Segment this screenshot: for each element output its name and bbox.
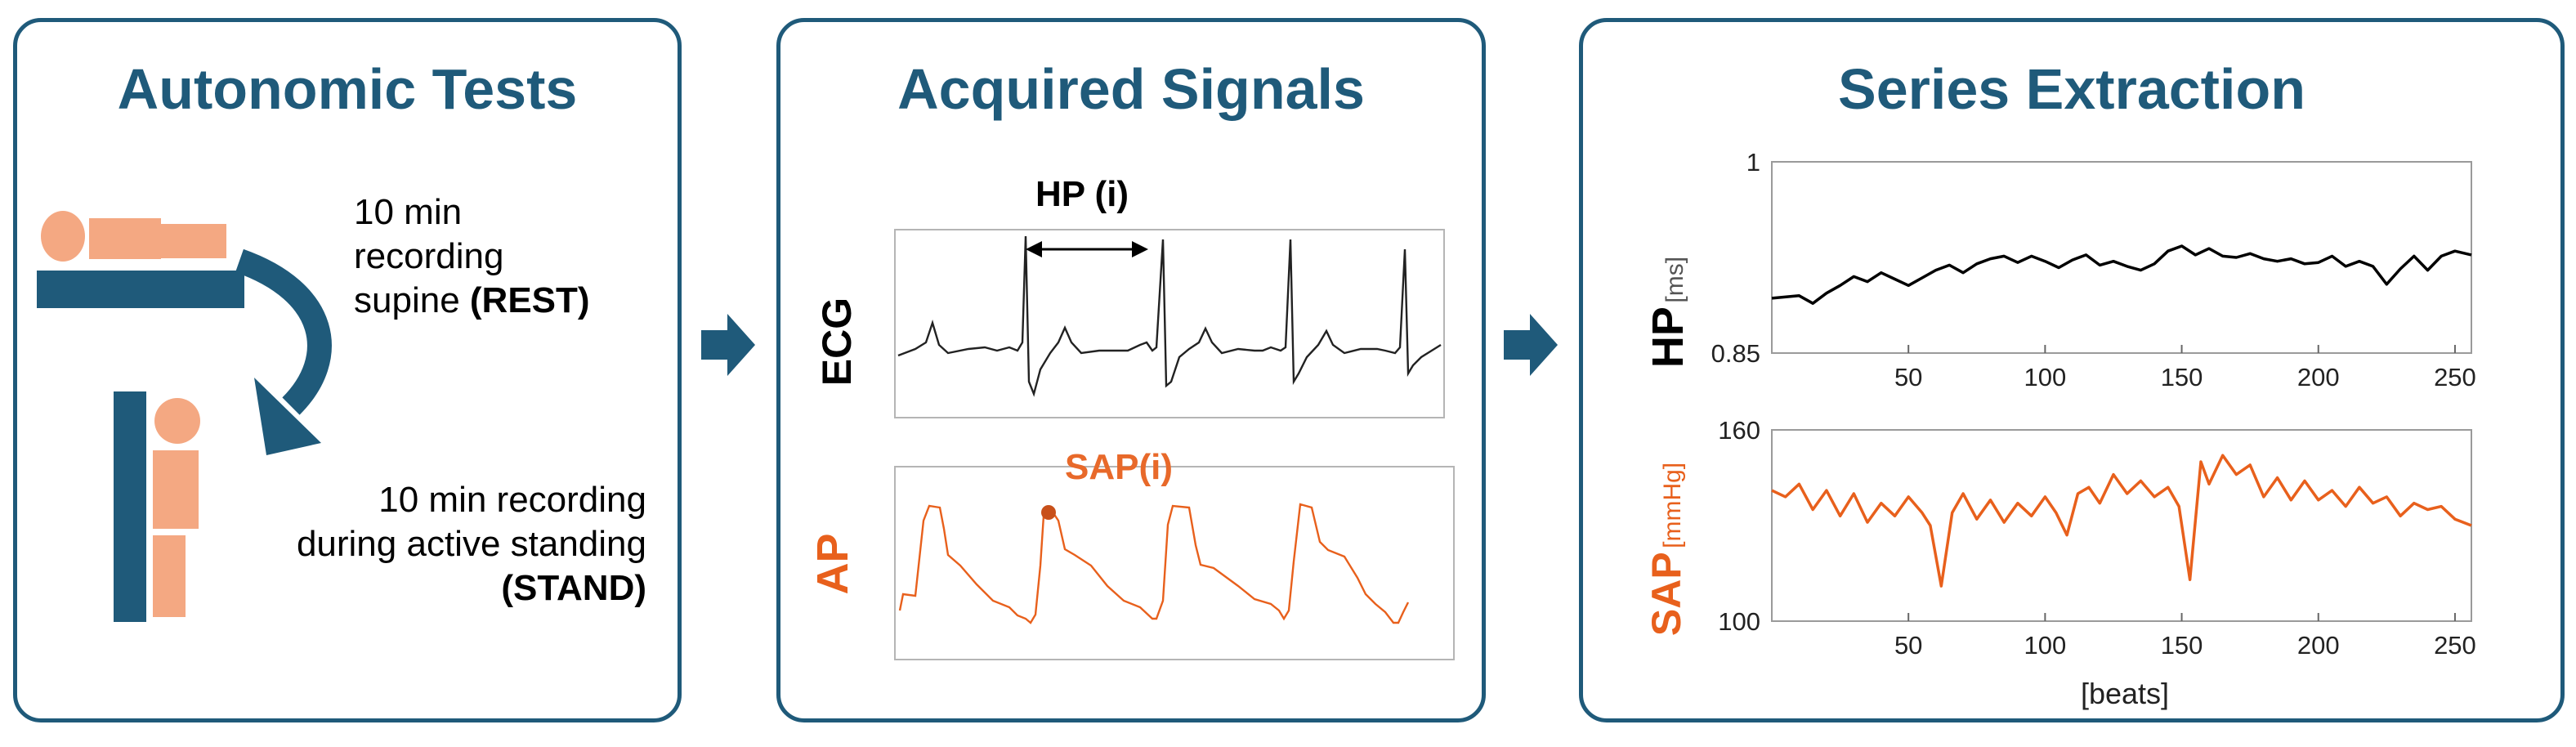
sap-series-frame bbox=[1771, 429, 2472, 622]
hp-axis-label: HP bbox=[1644, 306, 1693, 369]
standing-board bbox=[114, 391, 146, 622]
hp-arrow-right bbox=[1132, 241, 1148, 257]
sap-series-x-tick-label: 200 bbox=[2297, 631, 2340, 660]
ecg-box bbox=[894, 229, 1445, 418]
rest-line-2: recording bbox=[354, 236, 504, 277]
supine-legs bbox=[161, 224, 226, 258]
sap-series-x-tick-label: 150 bbox=[2161, 631, 2203, 660]
panel-title: Series Extraction bbox=[1838, 57, 2305, 121]
ecg-waveform bbox=[897, 235, 1442, 397]
flow-arrow-icon bbox=[701, 314, 755, 376]
hp-series-x-tick-label: 100 bbox=[2024, 363, 2067, 391]
rest-line-3: supine (REST) bbox=[354, 279, 590, 323]
hp-series-line bbox=[1771, 244, 2472, 305]
sap-axis-unit: [mmHg] bbox=[1659, 462, 1686, 548]
sap-series-line bbox=[1771, 454, 2472, 588]
hp-series-frame bbox=[1771, 161, 2472, 354]
autonomic-tests-panel: Autonomic Tests 10 min recording supine … bbox=[13, 18, 682, 722]
stand-description: 10 min recording during active standing … bbox=[297, 478, 646, 611]
standing-torso bbox=[153, 450, 199, 529]
hp-arrow-left bbox=[1026, 241, 1042, 257]
ap-box bbox=[894, 466, 1455, 660]
standing-legs bbox=[153, 535, 186, 617]
ap-waveform bbox=[898, 503, 1410, 624]
sap-series-y-tick-label: 100 bbox=[1718, 607, 1760, 636]
sap-axis-title: SAP [mmHg] bbox=[1643, 451, 1708, 647]
sap-series-x-tick-label: 100 bbox=[2024, 631, 2067, 660]
hp-axis-unit: [ms] bbox=[1661, 256, 1688, 303]
hp-axis-title: HP [ms] bbox=[1643, 230, 1708, 394]
sap-series-x-tick-label: 250 bbox=[2434, 631, 2476, 660]
ecg-trace bbox=[894, 229, 1455, 660]
tilt-arrow-head bbox=[254, 378, 321, 455]
hp-series-x-tick-label: 50 bbox=[1894, 363, 1922, 391]
hp-series-x-tick-label: 150 bbox=[2161, 363, 2203, 391]
stand-line-2: during active standing bbox=[296, 524, 646, 565]
supine-head bbox=[41, 211, 85, 262]
sap-series-x-tick-label: 50 bbox=[1894, 631, 1922, 660]
rest-line-1: 10 min bbox=[354, 192, 463, 232]
flow-arrow-icon bbox=[1504, 314, 1558, 376]
sap-marker-dot bbox=[1041, 505, 1056, 520]
hp-series-y-tick-label: 0.85 bbox=[1711, 339, 1760, 368]
sap-series-y-tick-label: 160 bbox=[1718, 416, 1760, 445]
sap-axis-label: SAP bbox=[1644, 552, 1689, 637]
stand-label: (STAND) bbox=[501, 568, 646, 609]
panel-title: Autonomic Tests bbox=[117, 57, 578, 121]
acquired-signals-panel: Acquired Signals HP (i) ECG SAP(i) AP bbox=[776, 18, 1486, 722]
rest-line-3-prefix: supine bbox=[354, 280, 470, 321]
hp-series-x-tick-label: 250 bbox=[2434, 363, 2476, 391]
rest-description: 10 min recording supine (REST) bbox=[354, 190, 590, 323]
stand-line-1: 10 min recording bbox=[378, 480, 646, 520]
supine-torso bbox=[89, 218, 161, 259]
tilt-arrow-icon bbox=[235, 248, 332, 415]
hp-series-y-tick-label: 1 bbox=[1746, 148, 1760, 177]
supine-bed bbox=[37, 271, 244, 308]
hp-series-x-tick-label: 200 bbox=[2297, 363, 2340, 391]
sap-point-label: SAP(i) bbox=[1065, 447, 1173, 487]
hp-interval-label: HP (i) bbox=[1035, 174, 1129, 214]
standing-head bbox=[154, 398, 200, 444]
x-axis-label: [beats] bbox=[2080, 677, 2170, 710]
panel-title: Acquired Signals bbox=[897, 57, 1365, 121]
rest-label: (REST) bbox=[469, 280, 590, 321]
supine-figure-icon bbox=[37, 211, 332, 622]
